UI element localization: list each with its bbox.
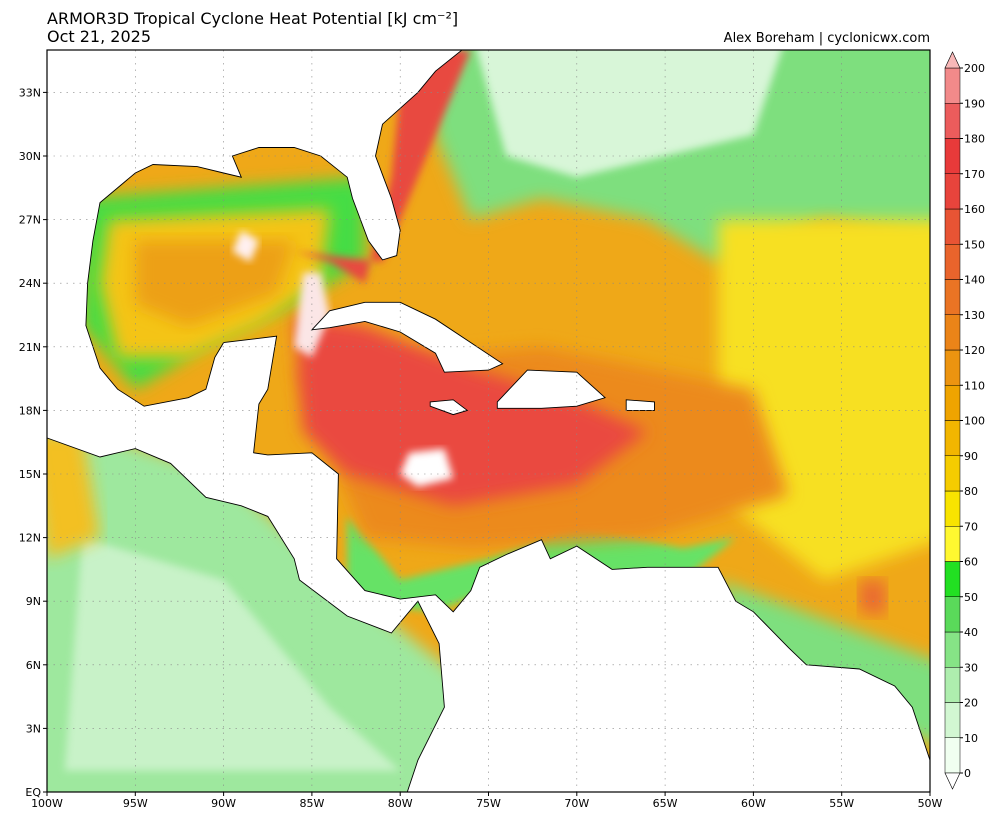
- colorbar-bin: [944, 314, 961, 351]
- colorbar-label: 50: [964, 591, 978, 604]
- colorbar-bin: [944, 279, 961, 315]
- lat-label: 12N: [19, 532, 41, 545]
- lon-label: 90W: [211, 797, 236, 810]
- title: ARMOR3D Tropical Cyclone Heat Potential …: [47, 9, 458, 28]
- loop-current: [294, 50, 471, 284]
- colorbar-bin: [944, 737, 961, 774]
- colorbar-bin: [944, 667, 961, 703]
- colorbar-label: 140: [964, 274, 985, 287]
- colorbar-extend-top: [944, 51, 961, 69]
- colorbar-bin: [944, 455, 961, 492]
- lat-label: EQ: [25, 786, 41, 799]
- colorbar-bin: [944, 349, 961, 386]
- colorbar-label: 40: [964, 626, 978, 639]
- lon-label: 75W: [476, 797, 501, 810]
- credit: Alex Boreham | cyclonicwx.com: [724, 31, 930, 46]
- colorbar-bin: [944, 702, 961, 738]
- lon-label: 100W: [31, 797, 63, 810]
- colorbar-bin: [944, 420, 961, 456]
- land: [47, 50, 930, 792]
- colorbar-label: 150: [964, 238, 985, 251]
- lon-label: 60W: [741, 797, 766, 810]
- land: [496, 369, 606, 409]
- colorbar-bin: [944, 561, 961, 597]
- lat-label: 21N: [19, 341, 41, 354]
- lat-label: 15N: [19, 468, 41, 481]
- lon-label: 80W: [388, 797, 413, 810]
- colorbar-bin: [944, 138, 961, 174]
- lon-label: 55W: [829, 797, 854, 810]
- atlantic-north-pale: [476, 50, 782, 178]
- colorbar-bin: [944, 385, 961, 421]
- colorbar-extend-bottom: [944, 772, 961, 790]
- lat-label: 33N: [19, 86, 41, 99]
- colorbar-label: 190: [964, 97, 985, 110]
- colorbar-label: 20: [964, 697, 978, 710]
- colorbar-bin: [944, 596, 961, 633]
- lat-label: 3N: [26, 722, 41, 735]
- hot-west: [294, 272, 330, 358]
- graticule: [46, 50, 931, 793]
- lat-label: 30N: [19, 150, 41, 163]
- lat-label: 6N: [26, 659, 41, 672]
- hot-south: [400, 448, 454, 487]
- land: [310, 301, 504, 373]
- pacific-west: [47, 431, 100, 559]
- lat-label: 18N: [19, 404, 41, 417]
- colorbar-label: 30: [964, 661, 978, 674]
- colorbar-bin: [944, 244, 961, 280]
- colorbar-label: 130: [964, 309, 985, 322]
- lon-label: 65W: [653, 797, 678, 810]
- colorbar-bin: [944, 67, 961, 104]
- colorbar-bin: [944, 208, 961, 245]
- lon-label: 70W: [564, 797, 589, 810]
- colorbar-label: 170: [964, 168, 985, 181]
- lat-label: 24N: [19, 277, 41, 290]
- colorbar-label: 120: [964, 344, 985, 357]
- colorbar-label: 160: [964, 203, 985, 216]
- colorbar-label: 110: [964, 379, 985, 392]
- land: [429, 399, 469, 416]
- colorbar-label: 0: [964, 767, 971, 780]
- colorbar-bin: [944, 103, 961, 139]
- colorbar-label: 180: [964, 133, 985, 146]
- colorbar-bin: [944, 526, 961, 562]
- lat-label: 27N: [19, 214, 41, 227]
- land: [625, 399, 655, 411]
- axes: EQ 3N 6N 9N 12N 15N 18N 21N 24N 27N 30N 33N 100W 95W 9…: [19, 86, 943, 810]
- colorbar-bin: [944, 490, 961, 527]
- date: Oct 21, 2025: [47, 27, 151, 46]
- colorbar-label: 70: [964, 520, 978, 533]
- colorbar-label: 90: [964, 450, 978, 463]
- lon-label: 85W: [299, 797, 324, 810]
- colorbar-label: 100: [964, 415, 985, 428]
- colorbar-label: 200: [964, 62, 985, 75]
- colorbar-label: 80: [964, 485, 978, 498]
- gulf-orange: [135, 240, 295, 326]
- lon-label: 50W: [918, 797, 943, 810]
- lat-label: 9N: [26, 595, 41, 608]
- hot-spot-atl: [859, 580, 886, 616]
- colorbar-label: 60: [964, 556, 978, 569]
- colorbar: 0 10 20 30 40 50 60 70 80 90 100 110 120 130 140 150 160…: [944, 51, 985, 790]
- hot-gulf: [232, 230, 259, 262]
- lon-label: 95W: [123, 797, 148, 810]
- pacific-low-inner: [64, 537, 401, 771]
- colorbar-label: 10: [964, 732, 978, 745]
- colorbar-bin: [944, 631, 961, 668]
- colorbar-bin: [944, 173, 961, 210]
